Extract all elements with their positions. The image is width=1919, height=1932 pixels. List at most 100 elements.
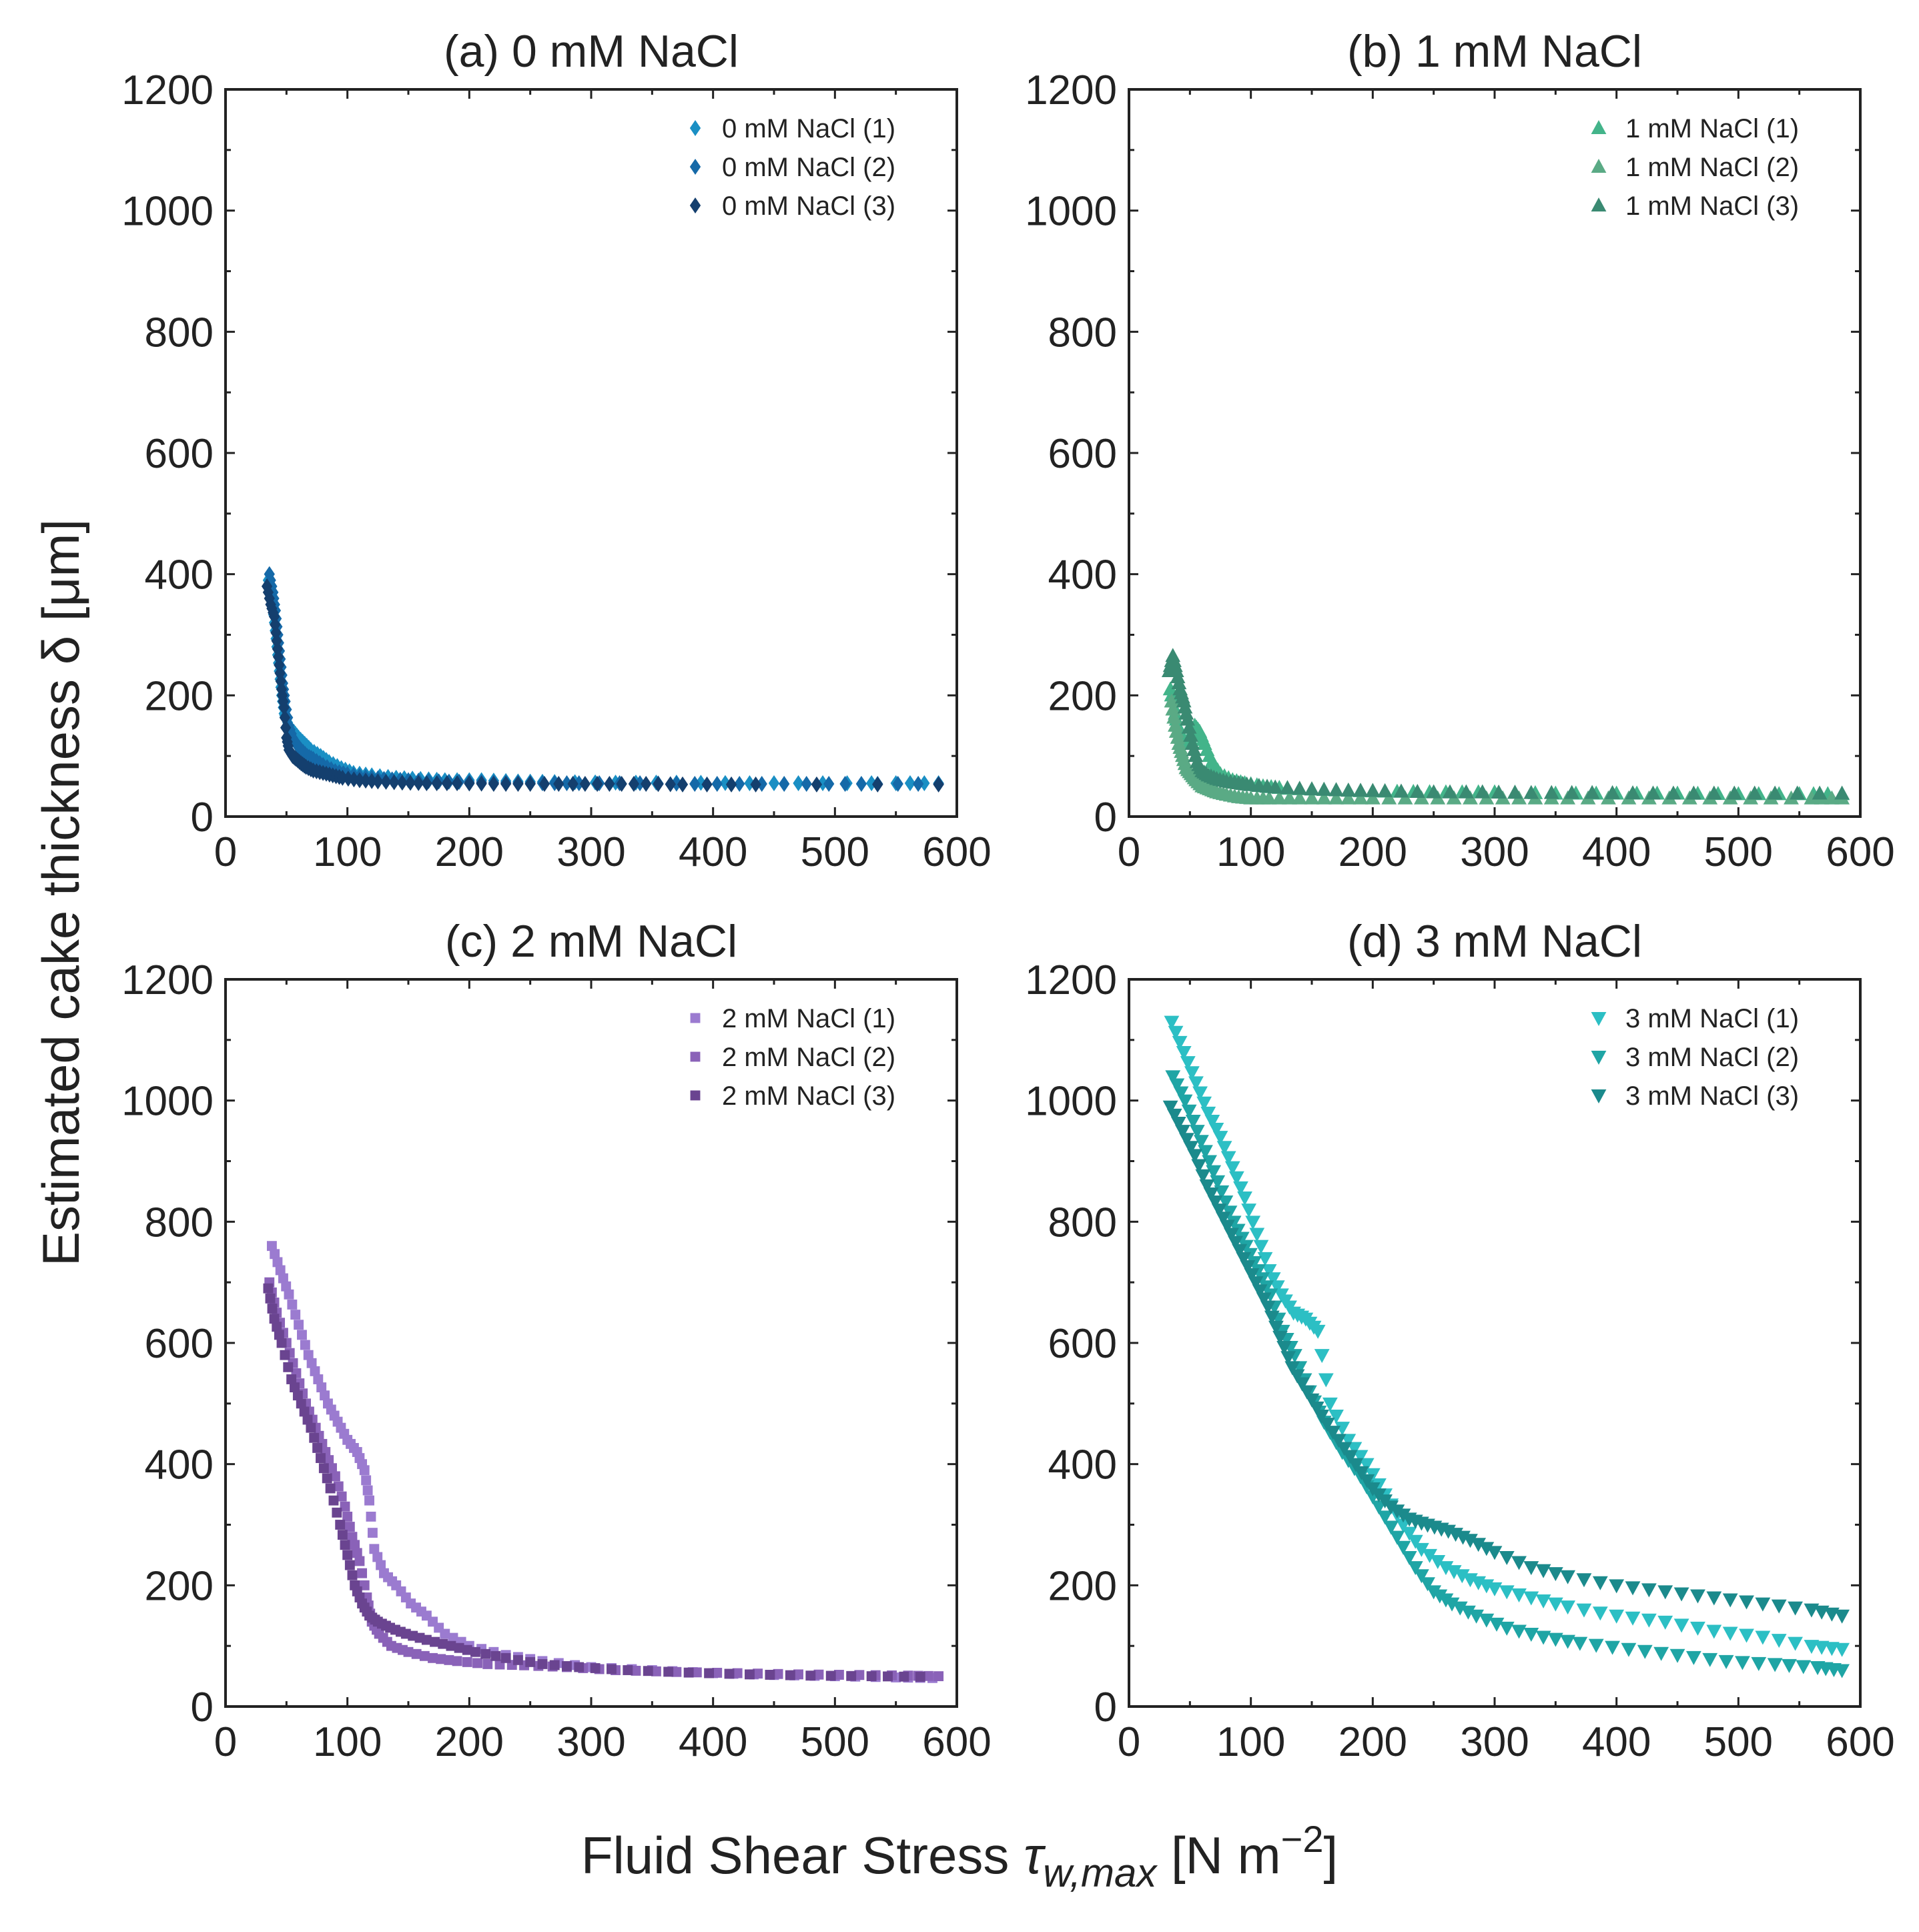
- data-point: [1625, 1611, 1641, 1626]
- data-point: [562, 1661, 572, 1671]
- data-point: [653, 776, 664, 793]
- data-point: [1605, 1640, 1620, 1655]
- data-point: [1547, 1567, 1563, 1582]
- data-point: [567, 775, 579, 792]
- data-point: [1198, 1145, 1213, 1159]
- data-point: [1314, 1349, 1330, 1364]
- data-point: [1690, 1589, 1705, 1604]
- data-point: [1262, 1288, 1278, 1303]
- data-point: [1422, 1548, 1437, 1563]
- data-point: [1162, 1100, 1178, 1115]
- data-point: [1790, 785, 1806, 800]
- data-point: [278, 699, 290, 716]
- data-point: [1268, 1320, 1284, 1335]
- y-tick-label: 0: [1094, 795, 1117, 841]
- data-point: [591, 775, 603, 792]
- data-point: [756, 775, 767, 792]
- data-point: [280, 1350, 290, 1360]
- data-point: [512, 1654, 523, 1665]
- x-tick-label: 100: [313, 829, 382, 875]
- data-point: [1289, 1369, 1305, 1384]
- y-tick-label: 1200: [121, 67, 214, 113]
- data-point: [272, 1257, 283, 1268]
- data-point: [607, 1664, 617, 1674]
- data-point: [1767, 1658, 1783, 1672]
- data-point: [366, 1511, 376, 1522]
- data-point: [302, 1414, 313, 1425]
- data-point: [1170, 729, 1186, 744]
- data-point: [872, 776, 883, 793]
- data-point: [1265, 1272, 1281, 1287]
- data-point: [1330, 1434, 1347, 1448]
- x-axis-label-main: Fluid Shear Stress: [581, 1826, 1024, 1885]
- data-point: [333, 1481, 344, 1492]
- data-point: [1244, 1268, 1260, 1283]
- panel-d-frame: [1128, 978, 1862, 1708]
- data-point: [641, 775, 652, 792]
- legend-marker: [1591, 1089, 1607, 1103]
- y-tick-label: 600: [1048, 431, 1117, 477]
- data-point: [691, 1667, 702, 1678]
- data-point: [1365, 783, 1381, 797]
- y-tick-label: 400: [145, 1442, 214, 1488]
- data-point: [313, 1374, 324, 1384]
- data-point: [352, 1548, 362, 1558]
- data-point: [1212, 1131, 1228, 1145]
- data-point: [1824, 1642, 1840, 1656]
- data-point: [1523, 1591, 1539, 1606]
- data-point: [899, 1671, 909, 1682]
- data-point: [1444, 1597, 1460, 1612]
- data-point: [470, 1646, 480, 1657]
- data-point: [1463, 1534, 1478, 1548]
- data-point: [823, 775, 835, 792]
- y-tick-label: 600: [1048, 1321, 1117, 1367]
- data-point: [342, 1550, 353, 1560]
- x-tick-label: 100: [313, 1719, 382, 1765]
- data-point: [1755, 1597, 1771, 1612]
- data-point: [734, 775, 745, 792]
- data-point: [1188, 1076, 1204, 1091]
- data-point: [452, 1656, 462, 1666]
- data-point: [1328, 782, 1344, 797]
- data-point: [643, 1666, 653, 1676]
- data-point: [1353, 790, 1369, 805]
- x-axis-label-close: ]: [1324, 1826, 1338, 1885]
- panel-a-legend: 0 mM NaCl (1) 0 mM NaCl (2) 0 mM NaCl (3): [689, 114, 895, 221]
- y-tick-label: 400: [1048, 1442, 1117, 1488]
- data-point: [357, 1568, 368, 1578]
- x-tick-label: 0: [1118, 1719, 1140, 1765]
- data-point: [785, 1670, 795, 1680]
- data-point: [1576, 1573, 1592, 1588]
- data-point: [634, 775, 646, 792]
- data-point: [1645, 785, 1661, 800]
- data-point: [290, 1382, 300, 1393]
- data-point: [1637, 1644, 1653, 1659]
- data-point: [793, 1669, 803, 1680]
- data-point: [1170, 1116, 1186, 1131]
- data-point: [263, 1283, 274, 1294]
- data-point: [1452, 1601, 1468, 1616]
- data-point: [1834, 785, 1850, 800]
- data-point: [1257, 1252, 1273, 1266]
- data-point: [1316, 790, 1332, 805]
- y-tick-label: 200: [145, 1563, 214, 1609]
- data-point: [296, 1398, 306, 1409]
- data-point: [1722, 1626, 1738, 1641]
- data-point: [1252, 1284, 1268, 1299]
- data-point: [1592, 1576, 1608, 1590]
- data-point: [704, 1668, 715, 1678]
- legend-label: 2 mM NaCl (2): [722, 1043, 895, 1072]
- data-point: [1319, 1418, 1335, 1432]
- data-point: [590, 1663, 601, 1673]
- data-point: [538, 775, 550, 792]
- data-point: [1706, 785, 1722, 800]
- y-tick-label: 600: [145, 1321, 214, 1367]
- data-point: [1261, 1264, 1277, 1278]
- x-axis-label-subscript: w,max: [1043, 1851, 1158, 1895]
- data-point: [833, 1670, 844, 1680]
- panel-c-frame: [224, 978, 958, 1708]
- data-point: [825, 1670, 836, 1681]
- data-point: [1183, 727, 1198, 742]
- data-point: [290, 1310, 301, 1320]
- y-tick-label: 1000: [1025, 1079, 1117, 1125]
